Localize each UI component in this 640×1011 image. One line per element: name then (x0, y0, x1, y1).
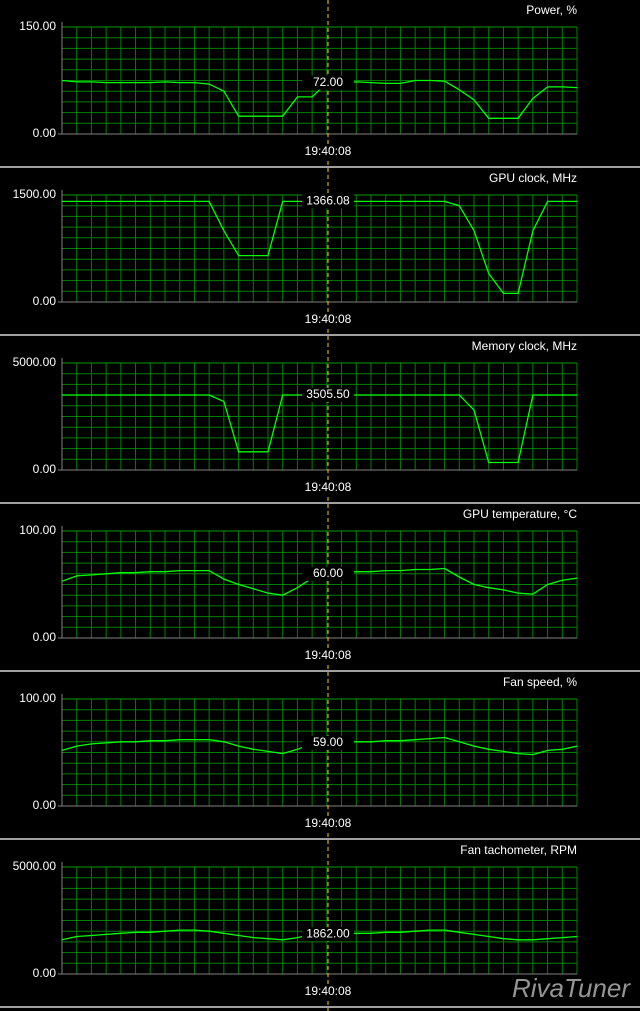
time-label-bg (300, 145, 356, 159)
y-tick-label: 5000.00 (13, 355, 57, 369)
cursor-value: 60.00 (313, 566, 343, 580)
cursor-label-bg (302, 387, 354, 402)
cursor-time: 19:40:08 (305, 144, 352, 158)
panel-title: Fan speed, % (503, 675, 577, 689)
cursor-time: 19:40:08 (305, 312, 352, 326)
panels: 0.00 150.00 Power, % 0.00 1500.00 GPU clock, … (0, 3, 640, 1008)
y-tick-label: 5000.00 (13, 859, 57, 873)
y-tick-label: 0.00 (33, 126, 57, 140)
time-label-bg (300, 649, 356, 663)
cursor-label-bg (302, 566, 354, 581)
series-line (61, 79, 578, 119)
y-tick-label: 150.00 (19, 19, 56, 33)
panel: 0.00 100.00 Fan speed, % (0, 675, 640, 840)
cursor-time: 19:40:08 (305, 984, 352, 998)
cursor-time: 19:40:08 (305, 648, 352, 662)
cursor-value: 72.00 (313, 75, 343, 89)
cursor-time: 19:40:08 (305, 480, 352, 494)
panel-title: Memory clock, MHz (472, 339, 577, 353)
panel-title: GPU clock, MHz (489, 171, 577, 185)
panel-title: Fan tachometer, RPM (460, 843, 577, 857)
logo: RivaTuner (512, 973, 631, 1003)
y-tick-label: 0.00 (33, 294, 57, 308)
cursor-label-bg (302, 194, 354, 209)
y-tick-label: 0.00 (33, 462, 57, 476)
cursor-label-bg (302, 75, 354, 90)
cursor-value: 1366.08 (306, 194, 350, 208)
y-tick-label: 100.00 (19, 523, 56, 537)
time-label-bg (300, 313, 356, 327)
y-tick-label: 0.00 (33, 966, 57, 980)
cursor-value: 1862.00 (306, 926, 350, 940)
cursor-value: 59.00 (313, 735, 343, 749)
panel: 0.00 1500.00 GPU clock, MHz (0, 171, 640, 336)
panel: 0.00 100.00 GPU temperature, °C (0, 507, 640, 672)
cursor-label-bg (302, 735, 354, 750)
y-tick-label: 0.00 (33, 798, 57, 812)
y-tick-label: 100.00 (19, 691, 56, 705)
cursor-label-bg (302, 927, 354, 942)
cursor-time: 19:40:08 (305, 816, 352, 830)
time-label-bg (300, 817, 356, 831)
cursor-value: 3505.50 (306, 387, 350, 401)
y-tick-label: 0.00 (33, 630, 57, 644)
cursor-labels: 72.00 19:40:08 1366.08 19:40:08 3505.50 19:40… (300, 75, 356, 999)
panel: 0.00 150.00 Power, % (0, 3, 640, 168)
y-tick-label: 1500.00 (13, 187, 57, 201)
panel: 0.00 5000.00 Memory clock, MHz (0, 339, 640, 504)
panel-title: GPU temperature, °C (463, 507, 578, 521)
time-label-bg (300, 481, 356, 495)
panel-title: Power, % (526, 3, 577, 17)
time-label-bg (300, 985, 356, 999)
